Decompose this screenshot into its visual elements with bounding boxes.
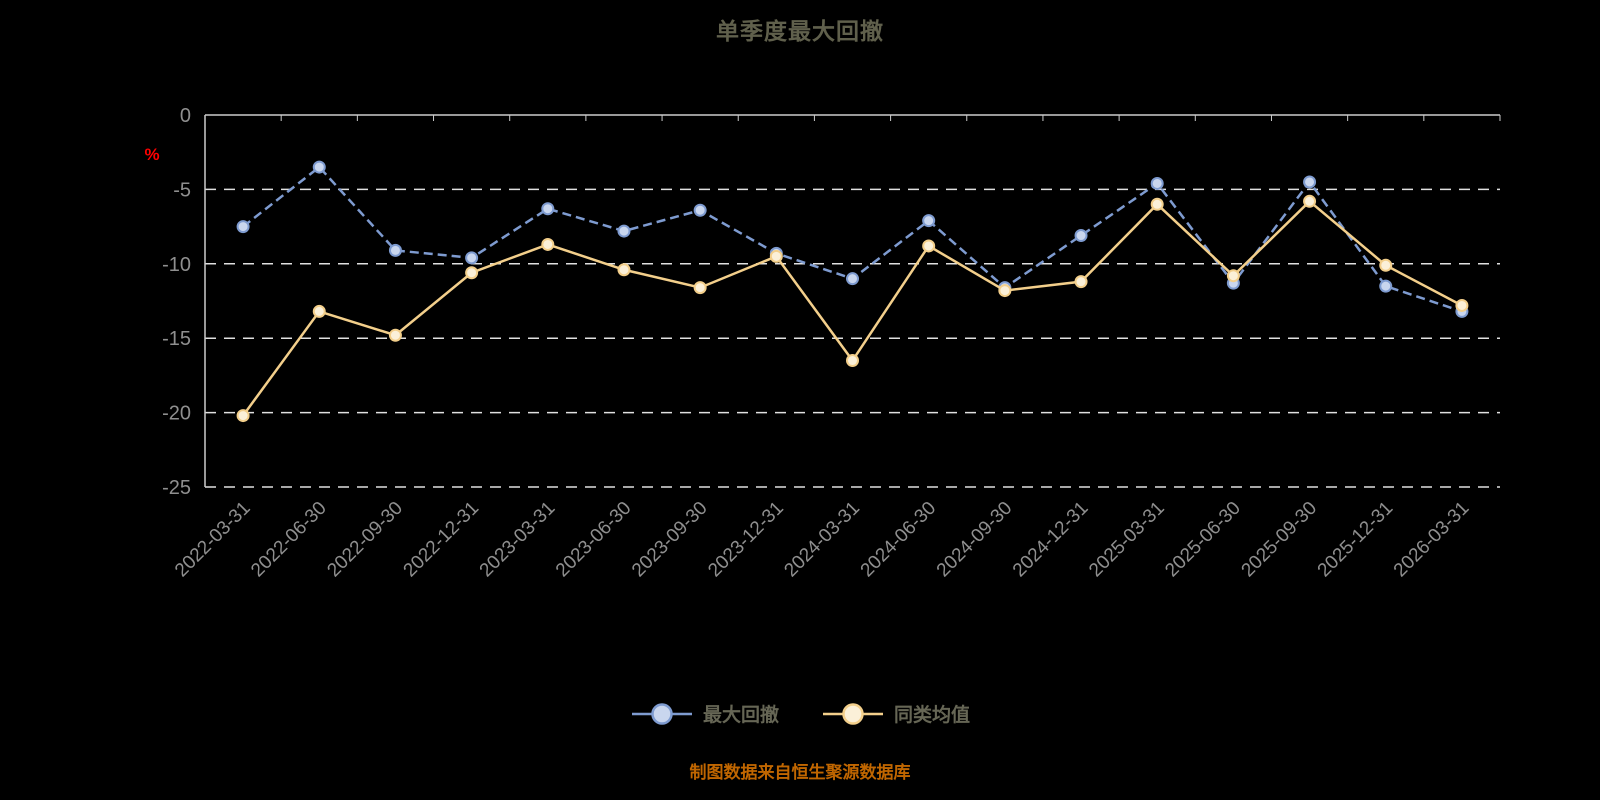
x-axis-tick-label: 2025-09-30: [1238, 498, 1322, 582]
data-point-series-1: [388, 328, 402, 342]
data-point-series-1: [998, 284, 1012, 298]
x-axis-tick-label: 2024-06-30: [857, 498, 941, 582]
y-axis-unit-label: %: [144, 145, 159, 164]
data-point-series-1: [312, 304, 326, 318]
data-point-series-0: [617, 224, 631, 238]
data-point-series-1: [1226, 269, 1240, 283]
x-axis-tick-label: 2025-06-30: [1161, 498, 1245, 582]
data-point-series-1: [1455, 298, 1469, 312]
data-point-series-1: [465, 266, 479, 280]
legend-label-max-drawdown: 最大回撤: [702, 705, 779, 726]
data-point-series-0: [1150, 176, 1164, 190]
legend-marker-category-average-icon: [823, 702, 883, 725]
y-axis-tick-label: -25: [162, 477, 191, 499]
y-axis-tick-label: -10: [162, 254, 191, 276]
data-point-series-1: [1379, 258, 1393, 272]
legend-item-category-average[interactable]: 同类均值: [821, 700, 970, 727]
x-axis-tick-label: 2026-03-31: [1390, 498, 1474, 582]
data-point-series-0: [312, 160, 326, 174]
x-axis-tick-label: 2022-09-30: [323, 498, 407, 582]
legend: 最大回撤 同类均值: [0, 700, 1600, 727]
data-point-series-0: [1074, 229, 1088, 243]
data-point-series-0: [541, 202, 555, 216]
chart-title: 单季度最大回撤: [716, 18, 884, 44]
data-point-series-0: [846, 272, 859, 286]
x-axis-tick-label: 2024-12-31: [1009, 498, 1093, 582]
legend-marker-max-drawdown-icon: [631, 702, 692, 725]
x-axis-tick-label: 2025-12-31: [1314, 498, 1398, 582]
y-axis-tick-label: 0: [180, 105, 191, 127]
source-note: 制图数据来自恒生聚源数据库: [689, 763, 911, 782]
data-point-series-0: [465, 251, 479, 265]
data-point-series-0: [1379, 279, 1393, 293]
x-axis-tick-label: 2024-03-31: [780, 498, 864, 582]
x-axis-tick-label: 2022-03-31: [171, 498, 255, 582]
x-axis-tick-label: 2023-09-30: [628, 498, 712, 582]
data-point-series-0: [693, 203, 707, 217]
x-axis-tick-label: 2022-06-30: [247, 498, 331, 582]
y-axis-tick-label: -5: [173, 179, 191, 201]
data-point-series-1: [846, 354, 859, 368]
legend-label-category-average: 同类均值: [894, 705, 971, 726]
data-point-series-1: [1074, 275, 1088, 289]
legend-item-max-drawdown[interactable]: 最大回撤: [630, 700, 779, 727]
data-point-series-1: [1150, 197, 1164, 211]
y-axis-tick-label: -15: [162, 328, 191, 350]
data-point-series-0: [1303, 175, 1317, 189]
data-point-series-1: [541, 237, 555, 251]
data-point-series-0: [236, 220, 250, 234]
x-axis-tick-label: 2022-12-31: [400, 498, 484, 582]
data-point-series-0: [388, 243, 402, 257]
x-axis-tick-label: 2023-03-31: [476, 498, 560, 582]
data-point-series-1: [1303, 194, 1317, 208]
data-point-series-1: [617, 263, 631, 277]
data-point-series-1: [769, 249, 783, 263]
x-axis-tick-label: 2025-03-31: [1085, 498, 1169, 582]
line-chart: 0-5-10-15-20-25%2022-03-312022-06-302022…: [144, 105, 1501, 582]
data-point-series-1: [693, 281, 707, 295]
series-line-1: [242, 199, 1463, 417]
x-axis-tick-label: 2023-06-30: [552, 498, 636, 582]
data-point-series-0: [922, 214, 936, 228]
data-point-series-1: [236, 409, 250, 423]
y-axis-tick-label: -20: [162, 403, 191, 425]
x-axis-tick-label: 2024-09-30: [933, 498, 1017, 582]
x-axis-tick-label: 2023-12-31: [704, 498, 788, 582]
data-point-series-1: [922, 239, 936, 253]
